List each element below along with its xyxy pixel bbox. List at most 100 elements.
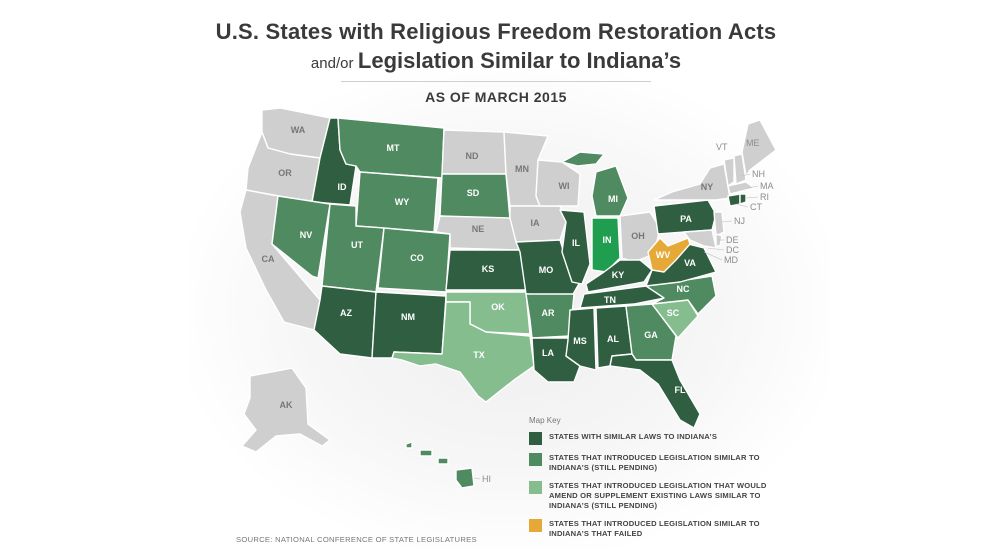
label-or: OR (278, 168, 292, 178)
label-ky: KY (612, 270, 625, 280)
label-wy: WY (395, 197, 410, 207)
state-ct[interactable] (727, 193, 741, 207)
label-dc: DC (726, 245, 739, 255)
state-md[interactable] (683, 229, 717, 249)
label-ca: CA (262, 254, 275, 264)
label-pa: PA (680, 214, 692, 224)
map-subtitle: AS OF MARCH 2015 (425, 89, 567, 105)
label-hi: HI (482, 474, 491, 484)
state-ky[interactable] (585, 259, 653, 293)
label-me: ME (746, 138, 760, 148)
label-ga: GA (644, 330, 658, 340)
label-va: VA (684, 258, 696, 268)
map-title-line2: and/or Legislation Similar to Indiana’s (0, 48, 992, 77)
map-key-title: Map Key (529, 416, 561, 425)
state-ma[interactable] (727, 181, 755, 195)
label-vt: VT (716, 142, 728, 152)
state-wi[interactable] (535, 159, 581, 207)
state-mi[interactable] (591, 165, 629, 217)
state-nc[interactable] (645, 275, 717, 315)
state-hi-1[interactable] (405, 441, 413, 449)
state-nm[interactable] (371, 291, 447, 359)
label-ny: NY (701, 182, 714, 192)
title-block: U.S. States with Religious Freedom Resto… (0, 18, 992, 105)
state-mi-upper[interactable] (561, 151, 605, 167)
label-wi: WI (559, 181, 570, 191)
label-wa: WA (291, 125, 306, 135)
state-ms[interactable] (565, 307, 597, 371)
state-wv[interactable] (647, 237, 691, 273)
source-note: SOURCE: NATIONAL CONFERENCE OF STATE LEG… (236, 535, 477, 544)
key-swatch-pending (529, 453, 542, 466)
label-ok: OK (491, 302, 505, 312)
label-ar: AR (542, 308, 555, 318)
label-ri: RI (760, 192, 769, 202)
label-fl: FL (675, 385, 686, 395)
label-nh: NH (752, 169, 765, 179)
label-md: MD (724, 255, 738, 265)
label-ut: UT (351, 240, 363, 250)
label-de: DE (726, 235, 739, 245)
label-ks: KS (482, 264, 495, 274)
state-hi-3[interactable] (437, 457, 449, 465)
label-nc: NC (677, 284, 690, 294)
key-item-failed: STATES THAT INTRODUCED LEGISLATION SIMIL… (529, 519, 769, 539)
map-title: U.S. States with Religious Freedom Resto… (215, 19, 777, 44)
state-ny[interactable] (653, 163, 731, 201)
label-nd: ND (466, 151, 479, 161)
label-ia: IA (531, 218, 541, 228)
state-ar[interactable] (525, 293, 575, 339)
leader-lines (473, 173, 759, 480)
label-az: AZ (340, 308, 352, 318)
label-sc: SC (667, 308, 680, 318)
title-prefix: and/or (310, 55, 354, 72)
label-nj: NJ (734, 216, 745, 226)
key-label-amend: STATES THAT INTRODUCED LEGISLATION THAT … (549, 481, 767, 510)
label-mo: MO (539, 265, 554, 275)
label-ms: MS (573, 336, 587, 346)
label-wv: WV (656, 250, 671, 260)
label-la: LA (542, 348, 554, 358)
label-mt: MT (387, 143, 400, 153)
key-item-amend: STATES THAT INTRODUCED LEGISLATION THAT … (529, 481, 769, 511)
key-item-similar: STATES WITH SIMILAR LAWS TO INDIANA’S (529, 432, 769, 445)
label-ne: NE (472, 224, 485, 234)
title-main: Legislation Similar to Indiana’s (357, 48, 682, 73)
label-tn: TN (604, 295, 616, 305)
label-ct: CT (750, 202, 762, 212)
label-mi: MI (608, 194, 618, 204)
state-nv[interactable] (271, 195, 331, 279)
state-nj[interactable] (713, 211, 725, 237)
key-item-pending: STATES THAT INTRODUCED LEGISLATION SIMIL… (529, 453, 769, 473)
label-mn: MN (515, 164, 529, 174)
key-swatch-similar (529, 432, 542, 445)
state-tx[interactable] (391, 301, 535, 403)
label-ma: MA (760, 181, 774, 191)
title-divider (341, 81, 651, 82)
state-fl[interactable] (609, 353, 701, 429)
state-il[interactable] (559, 209, 591, 285)
key-label-pending: STATES THAT INTRODUCED LEGISLATION SIMIL… (549, 453, 760, 472)
label-sd: SD (467, 188, 480, 198)
label-in: IN (603, 235, 612, 245)
label-il: IL (572, 238, 581, 248)
map-key: Map Key STATES WITH SIMILAR LAWS TO INDI… (529, 416, 769, 547)
label-co: CO (410, 253, 424, 263)
label-al: AL (607, 334, 619, 344)
key-swatch-amend (529, 481, 542, 494)
key-swatch-failed (529, 519, 542, 532)
state-ri[interactable] (739, 193, 747, 205)
label-nv: NV (300, 230, 313, 240)
label-tx: TX (473, 350, 485, 360)
state-az[interactable] (313, 285, 377, 359)
state-pa[interactable] (653, 199, 717, 235)
state-hi-4[interactable] (455, 467, 475, 489)
label-id: ID (338, 182, 348, 192)
key-label-similar: STATES WITH SIMILAR LAWS TO INDIANA’S (549, 432, 718, 441)
state-me[interactable] (741, 119, 777, 177)
state-ak[interactable] (241, 367, 331, 453)
state-hi-2[interactable] (419, 449, 433, 457)
state-vt[interactable] (723, 157, 735, 187)
label-ak: AK (280, 400, 293, 410)
